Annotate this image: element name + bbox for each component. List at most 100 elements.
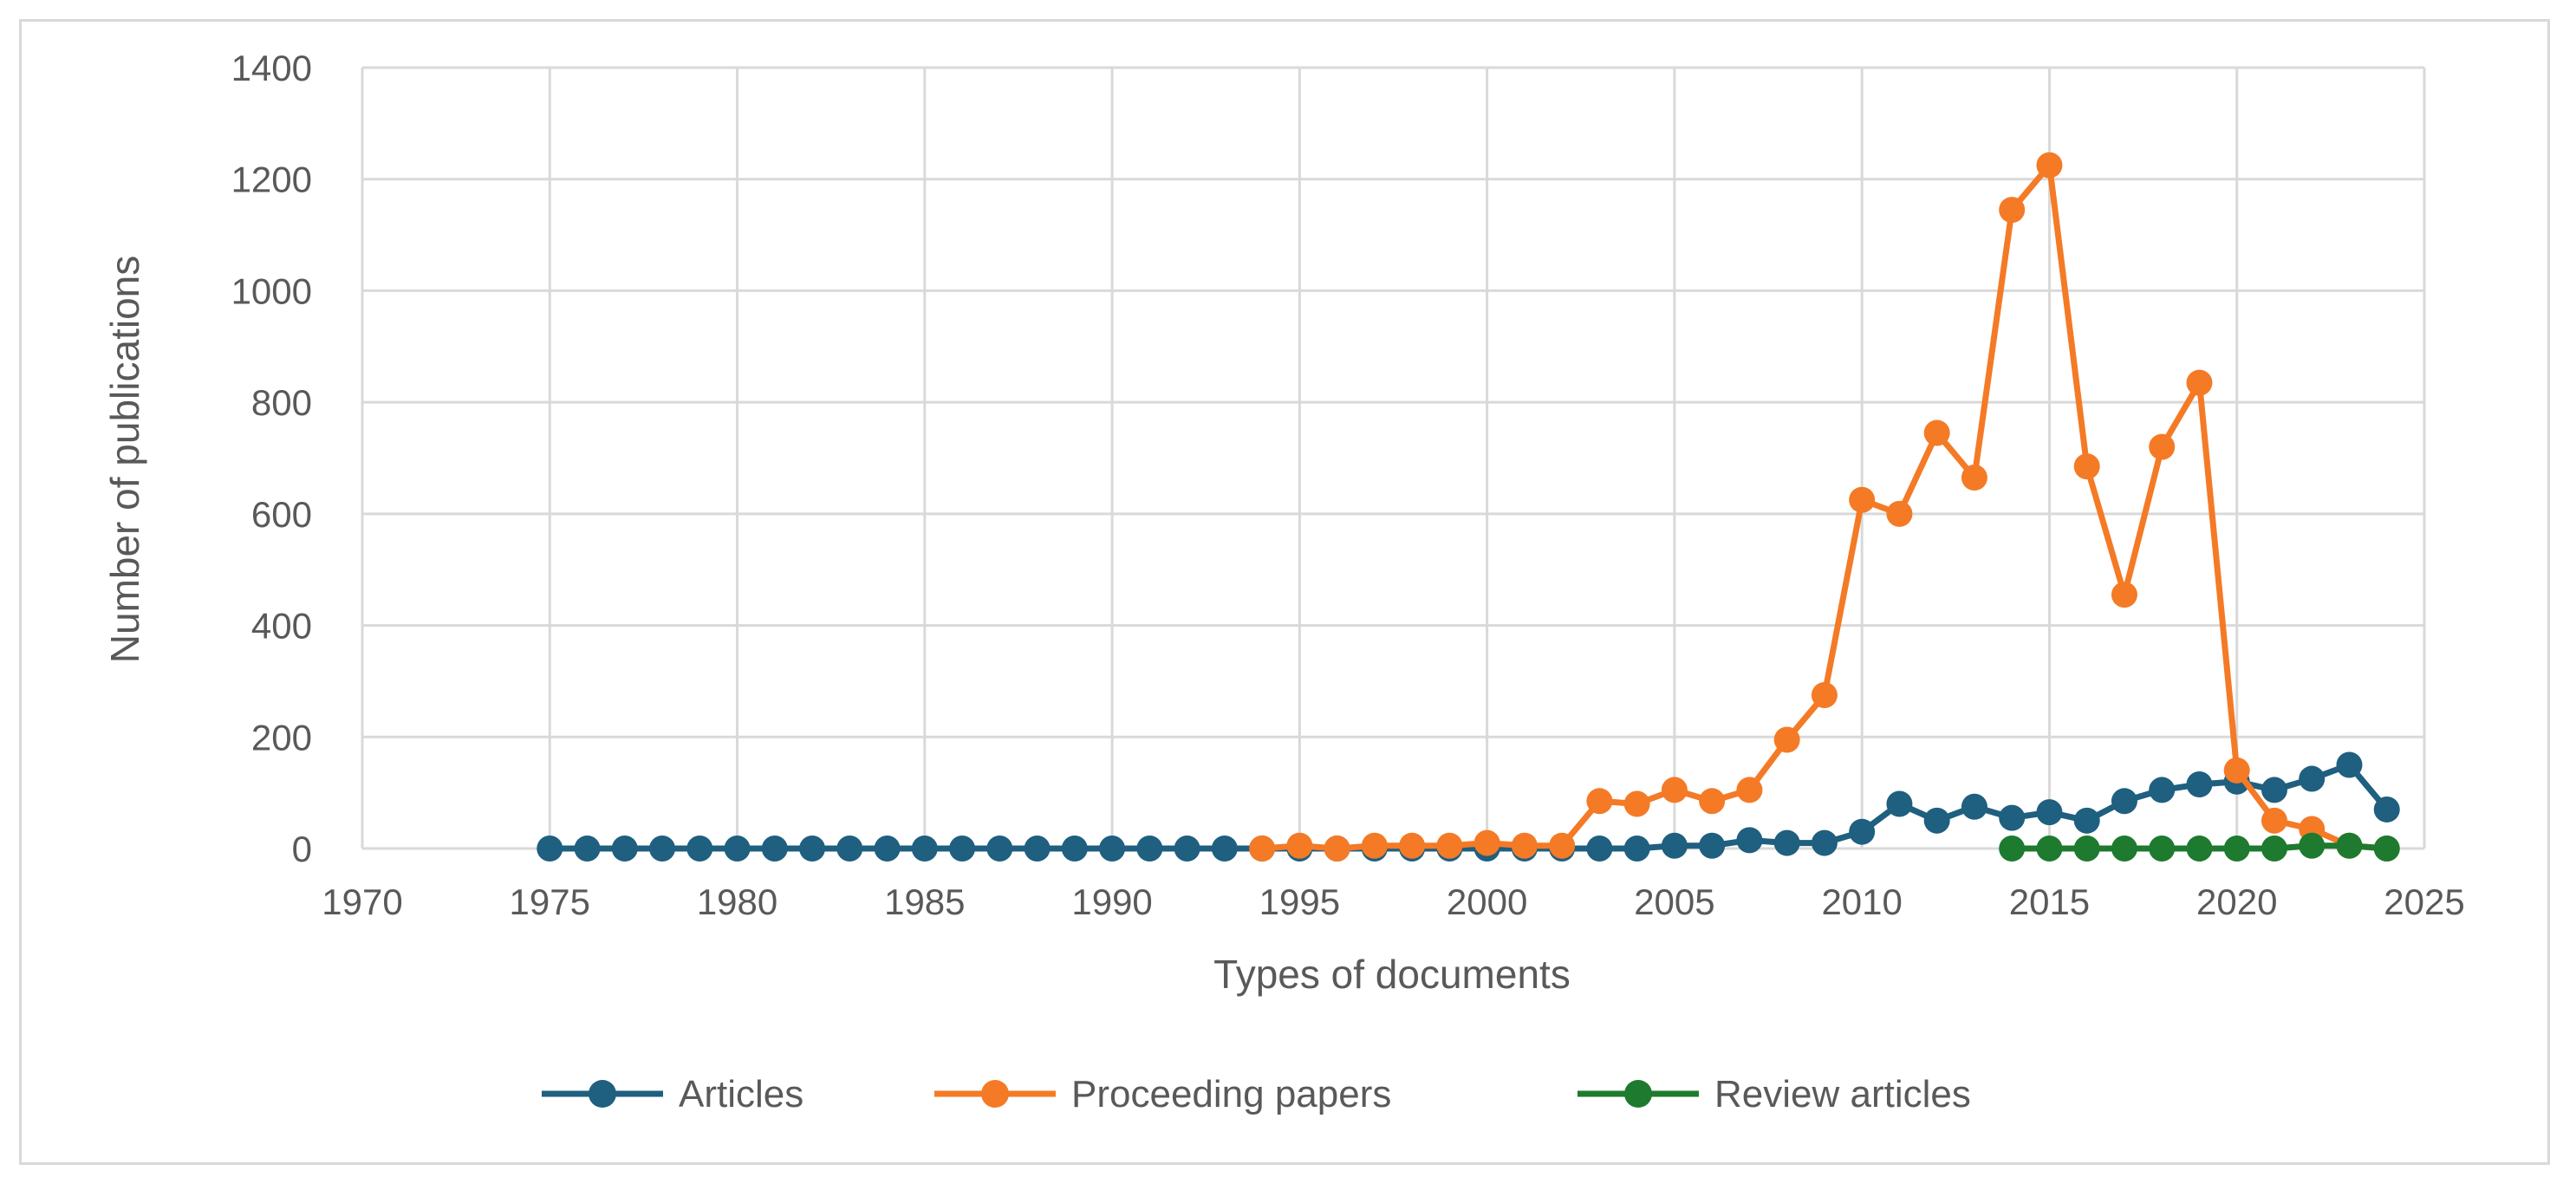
- y-tick-label: 400: [251, 606, 312, 647]
- data-point: [574, 836, 601, 862]
- data-point: [2186, 836, 2213, 862]
- data-series: [537, 152, 2400, 862]
- y-tick-label: 600: [251, 494, 312, 535]
- data-point: [1811, 829, 1838, 856]
- data-point: [2336, 751, 2363, 778]
- data-point: [2073, 807, 2100, 834]
- gridlines: [361, 66, 2426, 850]
- data-point: [2149, 433, 2176, 460]
- x-tick-label: 1980: [697, 881, 777, 922]
- data-point: [1999, 197, 2026, 224]
- legend: Articles Proceeding papers Review articles: [542, 1073, 1971, 1115]
- data-point: [1399, 832, 1426, 859]
- data-point: [1699, 832, 1726, 859]
- data-point: [2223, 836, 2250, 862]
- y-tick-label: 1000: [231, 270, 312, 311]
- x-tick-label: 2010: [1821, 881, 1902, 922]
- data-point: [1811, 682, 1838, 709]
- data-point: [1961, 793, 1987, 820]
- x-axis-tick-labels: 1970 1975 1980 1985 1990 1995 2000 2005 2010 2015…: [322, 881, 2464, 922]
- data-point: [1886, 500, 1913, 527]
- data-point: [2186, 771, 2213, 797]
- data-point: [2186, 369, 2213, 396]
- data-point: [1586, 788, 1613, 815]
- data-point: [1623, 836, 1650, 862]
- series-line: [550, 762, 2390, 852]
- data-point: [1661, 832, 1688, 859]
- data-point: [1923, 419, 1950, 446]
- legend-label: Proceeding papers: [1071, 1073, 1391, 1115]
- legend-marker: [1624, 1080, 1652, 1108]
- data-point: [2073, 836, 2100, 862]
- x-tick-label: 1985: [884, 881, 965, 922]
- y-axis-title: Number of publications: [102, 256, 147, 663]
- data-point: [2149, 777, 2176, 803]
- y-axis-tick-labels: 0 200 400 600 800 1000 1200 1400: [231, 48, 312, 869]
- data-point: [686, 836, 713, 862]
- data-point: [1999, 836, 2026, 862]
- x-tick-label: 1995: [1259, 881, 1340, 922]
- x-tick-label: 2020: [2196, 881, 2277, 922]
- data-point: [1849, 486, 1876, 513]
- data-point: [1886, 790, 1913, 817]
- data-point: [1174, 836, 1200, 862]
- data-point: [1699, 788, 1726, 815]
- data-point: [2036, 799, 2063, 826]
- data-point: [1024, 836, 1051, 862]
- data-point: [874, 836, 901, 862]
- data-point: [1549, 832, 1576, 859]
- data-point: [611, 836, 638, 862]
- data-point: [2261, 836, 2287, 862]
- data-point: [1773, 829, 1800, 856]
- legend-marker: [589, 1080, 616, 1108]
- data-point: [1099, 836, 1126, 862]
- data-point: [1211, 836, 1238, 862]
- data-point: [949, 836, 976, 862]
- data-point: [1923, 807, 1950, 834]
- x-tick-label: 2025: [2384, 881, 2464, 922]
- x-tick-label: 1990: [1071, 881, 1152, 922]
- series-proceeding-papers: [1249, 152, 2400, 862]
- data-point: [1849, 818, 1876, 845]
- y-tick-label: 200: [251, 717, 312, 758]
- legend-item: Proceeding papers: [934, 1073, 1391, 1115]
- data-point: [1436, 832, 1463, 859]
- data-point: [2261, 777, 2287, 803]
- data-point: [724, 836, 751, 862]
- data-point: [2299, 765, 2326, 792]
- data-point: [1586, 836, 1613, 862]
- data-point: [649, 836, 676, 862]
- data-point: [2111, 788, 2137, 815]
- legend-marker: [981, 1080, 1009, 1108]
- data-point: [1961, 465, 1987, 491]
- legend-item: Review articles: [1577, 1073, 1971, 1115]
- data-point: [1249, 836, 1276, 862]
- data-point: [1136, 836, 1163, 862]
- data-point: [1736, 777, 1763, 803]
- x-tick-label: 2000: [1447, 881, 1527, 922]
- data-point: [2111, 582, 2137, 608]
- data-point: [2223, 757, 2250, 784]
- series-review-articles: [1999, 832, 2400, 862]
- x-axis-title: Types of documents: [1213, 952, 1571, 997]
- data-point: [799, 836, 826, 862]
- legend-item: Articles: [542, 1073, 803, 1115]
- data-point: [1061, 836, 1088, 862]
- data-point: [1473, 829, 1500, 856]
- y-tick-label: 0: [292, 829, 312, 869]
- data-point: [986, 836, 1013, 862]
- y-tick-label: 1400: [231, 48, 312, 88]
- data-point: [2149, 836, 2176, 862]
- data-point: [2036, 836, 2063, 862]
- data-point: [2336, 832, 2363, 859]
- data-point: [2373, 796, 2400, 823]
- data-point: [1623, 790, 1650, 817]
- data-point: [1661, 777, 1688, 803]
- data-point: [2111, 836, 2137, 862]
- series-line: [1261, 162, 2387, 852]
- data-point: [1286, 832, 1313, 859]
- data-point: [911, 836, 938, 862]
- x-tick-label: 1970: [322, 881, 402, 922]
- data-point: [1511, 832, 1538, 859]
- data-point: [1324, 836, 1350, 862]
